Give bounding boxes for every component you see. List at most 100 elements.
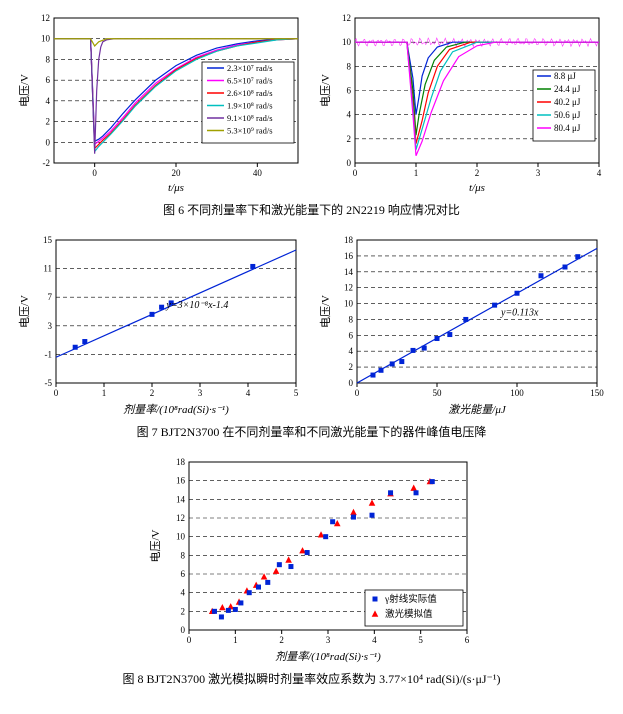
svg-text:80.4 μJ: 80.4 μJ <box>554 123 581 133</box>
svg-text:10: 10 <box>41 34 51 44</box>
svg-text:9.1×10⁸ rad/s: 9.1×10⁸ rad/s <box>227 113 273 123</box>
svg-text:3: 3 <box>325 635 330 645</box>
svg-text:3: 3 <box>47 321 52 331</box>
svg-text:0: 0 <box>347 158 352 168</box>
svg-text:4: 4 <box>180 588 185 598</box>
svg-text:10: 10 <box>176 532 186 542</box>
svg-text:6.5×10⁷ rad/s: 6.5×10⁷ rad/s <box>227 76 273 86</box>
fig7-caption: 图 7 BJT2N3700 在不同剂量率和不同激光能量下的器件峰值电压降 <box>10 423 613 440</box>
fig6-caption: 图 6 不同剂量率下和激光能量下的 2N2219 响应情况对比 <box>10 201 613 218</box>
svg-text:3: 3 <box>536 168 541 178</box>
svg-text:8: 8 <box>180 550 185 560</box>
svg-text:1: 1 <box>102 388 107 398</box>
svg-text:t/μs: t/μs <box>469 182 485 194</box>
svg-text:电压/V: 电压/V <box>18 74 31 107</box>
svg-text:激光能量/μJ: 激光能量/μJ <box>449 403 508 416</box>
svg-text:4: 4 <box>45 96 50 106</box>
svg-text:12: 12 <box>342 13 351 23</box>
svg-text:6: 6 <box>45 75 50 85</box>
svg-text:6: 6 <box>347 86 352 96</box>
svg-text:10: 10 <box>342 37 352 47</box>
svg-text:150: 150 <box>591 388 605 398</box>
svg-text:0: 0 <box>92 168 97 178</box>
svg-text:6: 6 <box>180 569 185 579</box>
svg-text:16: 16 <box>344 251 354 261</box>
svg-text:20: 20 <box>171 168 181 178</box>
svg-text:100: 100 <box>511 388 525 398</box>
svg-text:1.9×10⁸ rad/s: 1.9×10⁸ rad/s <box>227 101 273 111</box>
svg-text:15: 15 <box>43 235 53 245</box>
svg-text:电压/V: 电压/V <box>149 529 162 562</box>
svg-text:4: 4 <box>372 635 377 645</box>
fig8-chart: 0246810121416180123456剂量率/(10⁸rad(Si)·s⁻… <box>147 454 477 664</box>
svg-text:4: 4 <box>597 168 602 178</box>
svg-text:5: 5 <box>294 388 299 398</box>
fig7-row: -5-1371115012345剂量率/(10⁸rad(Si)·s⁻¹)电压/V… <box>10 232 613 417</box>
svg-text:6: 6 <box>349 330 354 340</box>
svg-text:2: 2 <box>150 388 155 398</box>
svg-text:0: 0 <box>186 635 191 645</box>
svg-text:-1: -1 <box>44 349 52 359</box>
svg-text:5: 5 <box>418 635 423 645</box>
svg-text:1: 1 <box>414 168 419 178</box>
svg-text:10: 10 <box>344 299 354 309</box>
svg-text:8: 8 <box>349 314 354 324</box>
svg-text:t/μs: t/μs <box>168 182 184 194</box>
fig7-right-chart: 0 2 4 6 8 10 12 14 16 18 0 50 100 150 激光能量/μJ 电压/V y=0.1… <box>317 232 607 417</box>
svg-text:40: 40 <box>253 168 262 178</box>
svg-text:18: 18 <box>176 457 186 467</box>
svg-text:12: 12 <box>41 13 50 23</box>
svg-text:6: 6 <box>464 635 469 645</box>
svg-text:电压/V: 电压/V <box>18 295 31 328</box>
svg-text:0: 0 <box>353 168 358 178</box>
svg-text:0: 0 <box>349 378 354 388</box>
svg-text:电压/V: 电压/V <box>319 74 332 107</box>
svg-text:剂量率/(10⁸rad(Si)·s⁻¹): 剂量率/(10⁸rad(Si)·s⁻¹) <box>123 403 229 416</box>
svg-text:2: 2 <box>279 635 284 645</box>
fig6-left-chart: -2 0 2 4 6 8 10 12 0 20 40 t/μs 电压/V 2.3×10⁷ rad/s 6.5… <box>16 10 306 195</box>
svg-text:14: 14 <box>344 267 354 277</box>
fig8-caption: 图 8 BJT2N3700 激光模拟瞬时剂量率效应系数为 3.77×10⁴ ra… <box>10 670 613 687</box>
fig7-left-chart: -5-1371115012345剂量率/(10⁸rad(Si)·s⁻¹)电压/V… <box>16 232 306 417</box>
svg-text:4: 4 <box>349 346 354 356</box>
svg-text:-5: -5 <box>44 378 52 388</box>
svg-text:电压/V: 电压/V <box>319 295 332 328</box>
svg-text:0: 0 <box>355 388 360 398</box>
svg-text:5.3×10⁹ rad/s: 5.3×10⁹ rad/s <box>227 126 273 136</box>
svg-text:2: 2 <box>475 168 480 178</box>
svg-text:y=3×10⁻⁸x-1.4: y=3×10⁻⁸x-1.4 <box>165 300 228 311</box>
svg-text:18: 18 <box>344 235 354 245</box>
svg-text:剂量率/(10⁸rad(Si)·s⁻¹): 剂量率/(10⁸rad(Si)·s⁻¹) <box>275 650 381 663</box>
svg-text:8.8 μJ: 8.8 μJ <box>554 71 576 81</box>
svg-text:12: 12 <box>344 283 353 293</box>
svg-text:2: 2 <box>349 362 354 372</box>
svg-text:16: 16 <box>176 476 186 486</box>
fig6-right-chart: 02468101201234t/μs电压/V8.8 μJ24.4 μJ40.2 … <box>317 10 607 195</box>
svg-text:4: 4 <box>246 388 251 398</box>
svg-text:3: 3 <box>198 388 203 398</box>
svg-text:2: 2 <box>180 606 185 616</box>
svg-text:4: 4 <box>347 110 352 120</box>
svg-text:-2: -2 <box>42 158 50 168</box>
svg-text:2.6×10⁸ rad/s: 2.6×10⁸ rad/s <box>227 88 273 98</box>
svg-text:14: 14 <box>176 494 186 504</box>
svg-text:2.3×10⁷ rad/s: 2.3×10⁷ rad/s <box>227 63 273 73</box>
svg-text:0: 0 <box>180 625 185 635</box>
svg-text:8: 8 <box>347 61 352 71</box>
svg-text:11: 11 <box>43 264 52 274</box>
svg-text:0: 0 <box>54 388 59 398</box>
svg-text:2: 2 <box>45 117 50 127</box>
svg-text:0: 0 <box>45 137 50 147</box>
svg-text:2: 2 <box>347 134 352 144</box>
svg-text:50.6 μJ: 50.6 μJ <box>554 110 581 120</box>
svg-text:y=0.113x: y=0.113x <box>500 307 539 318</box>
svg-text:γ射线实际值: γ射线实际值 <box>384 593 437 605</box>
svg-text:12: 12 <box>176 513 185 523</box>
svg-text:1: 1 <box>233 635 238 645</box>
fig8-row: 0246810121416180123456剂量率/(10⁸rad(Si)·s⁻… <box>10 454 613 664</box>
svg-text:40.2 μJ: 40.2 μJ <box>554 97 581 107</box>
svg-text:8: 8 <box>45 54 50 64</box>
svg-text:24.4 μJ: 24.4 μJ <box>554 84 581 94</box>
svg-text:50: 50 <box>433 388 443 398</box>
fig6-row: -202468101202040t/μs电压/V2.3×10⁷ rad/s6.5… <box>10 10 613 195</box>
